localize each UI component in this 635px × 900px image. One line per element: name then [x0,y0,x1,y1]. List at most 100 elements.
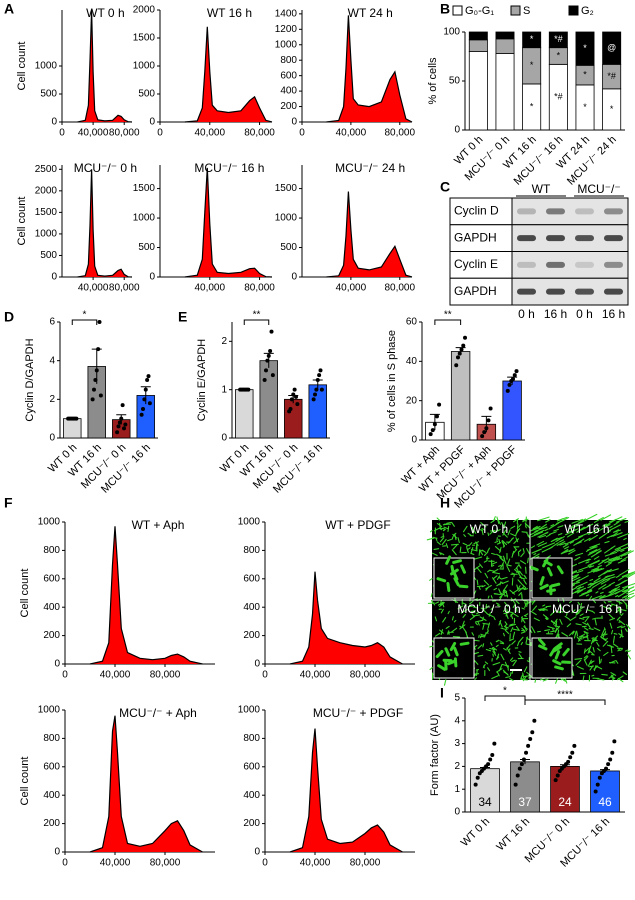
mitochondrion [478,549,481,556]
histogram-area [326,15,413,123]
y-tick-label: 500 [40,250,57,261]
inset-mitochondrion [458,584,469,589]
mitochondrion [626,623,631,630]
panel-letter: D [4,309,14,325]
mitochondrion [592,638,597,643]
mitochondrion [489,569,495,572]
y-tick-label: 0 [411,435,417,446]
mitochondrion [621,586,635,593]
y-tick-label: 3 [454,738,460,749]
blot-band [575,208,594,215]
mitochondrion [600,632,607,638]
mitochondrion [541,542,556,549]
data-point [292,387,297,392]
mitochondrion [504,629,510,634]
data-point [524,750,529,755]
mitochondrion [627,650,631,653]
micrograph-label: WT 16 h [564,522,609,536]
mitochondrion [613,633,618,635]
mitochondrion [476,585,484,588]
mitochondrion [577,601,581,606]
legend-label: G₂ [581,5,594,17]
mitochondrion [536,516,550,522]
mitochondrion [623,592,635,598]
mitochondrion [523,588,528,591]
mitochondrion [509,677,514,681]
mitochondrion [496,575,501,580]
histogram-area [89,715,203,853]
mitochondrion [434,632,441,637]
legend-label: G₀-G₁ [465,5,494,17]
sample-size: 34 [478,795,492,809]
panel-letter: A [4,1,14,17]
y-axis-label: % of cells in S phase [386,330,398,432]
y-tick-label: 40 [406,356,418,367]
mitochondrion [492,653,494,657]
mitochondrion [484,661,489,665]
inset-mitochondrion [459,641,470,646]
mitochondrion [473,639,480,642]
mitochondrion [442,528,446,532]
mitochondrion [524,613,529,617]
mitochondrion [609,622,613,629]
mitochondrion [482,643,485,648]
mitochondrion [510,613,514,620]
mitochondrion [483,630,489,637]
inset-mitochondrion [437,664,447,671]
mitochondrion [600,658,602,663]
mitochondrion [603,601,607,604]
mitochondrion [577,518,587,524]
mitochondrion [604,551,618,557]
mitochondrion [488,612,491,617]
bar [510,761,540,813]
mitochondrion [588,527,600,535]
mitochondrion [559,539,565,543]
data-point [475,775,480,780]
mitochondrion [586,632,589,641]
significance-bracket [71,319,98,325]
mitochondrion [450,543,459,546]
histogram-area [77,169,133,278]
bar [259,360,278,439]
mitochondrion [481,527,486,531]
x-tick-label: 0 [62,670,68,681]
y-axis-label: Cyclin E/GAPDH [196,339,208,422]
mitochondrion [593,665,599,670]
mitochondrion [610,590,622,596]
mitochondrion [588,627,594,630]
mitochondrion [477,621,480,626]
data-point [96,347,101,352]
mitochondrion [520,641,524,646]
mitochondrion [602,523,607,527]
mitochondrion [523,666,528,673]
mitochondrion [493,593,502,596]
mitochondrion [478,563,483,569]
mitochondrion [482,622,490,625]
data-point [122,426,127,431]
mitochondrion [617,590,630,598]
mitochondrion [611,629,614,635]
mitochondrion [505,591,509,598]
mitochondrion [441,538,447,546]
y-tick-label: 600 [243,573,260,584]
blot-band [604,288,623,295]
mitochondrion [555,620,558,628]
y-tick-label: 1200 [275,24,298,35]
mitochondrion [502,584,508,592]
inset-mitochondrion [556,565,564,575]
mitochondrion [572,581,580,585]
mitochondrion [553,528,559,532]
y-tick-label: 0 [291,117,297,128]
panel-title: WT 24 h [348,6,393,20]
mitochondrion [479,616,487,621]
mitochondrion [509,638,515,642]
mitochondrion [530,545,536,549]
y-tick-label: 50 [449,76,461,87]
mitochondrion [431,552,438,556]
mitochondrion [575,552,584,557]
mitochondrion [469,600,474,605]
blot-band [546,235,565,242]
mitochondrion [559,610,564,613]
mitochondrion [550,630,557,633]
significance-label: **** [557,690,573,701]
